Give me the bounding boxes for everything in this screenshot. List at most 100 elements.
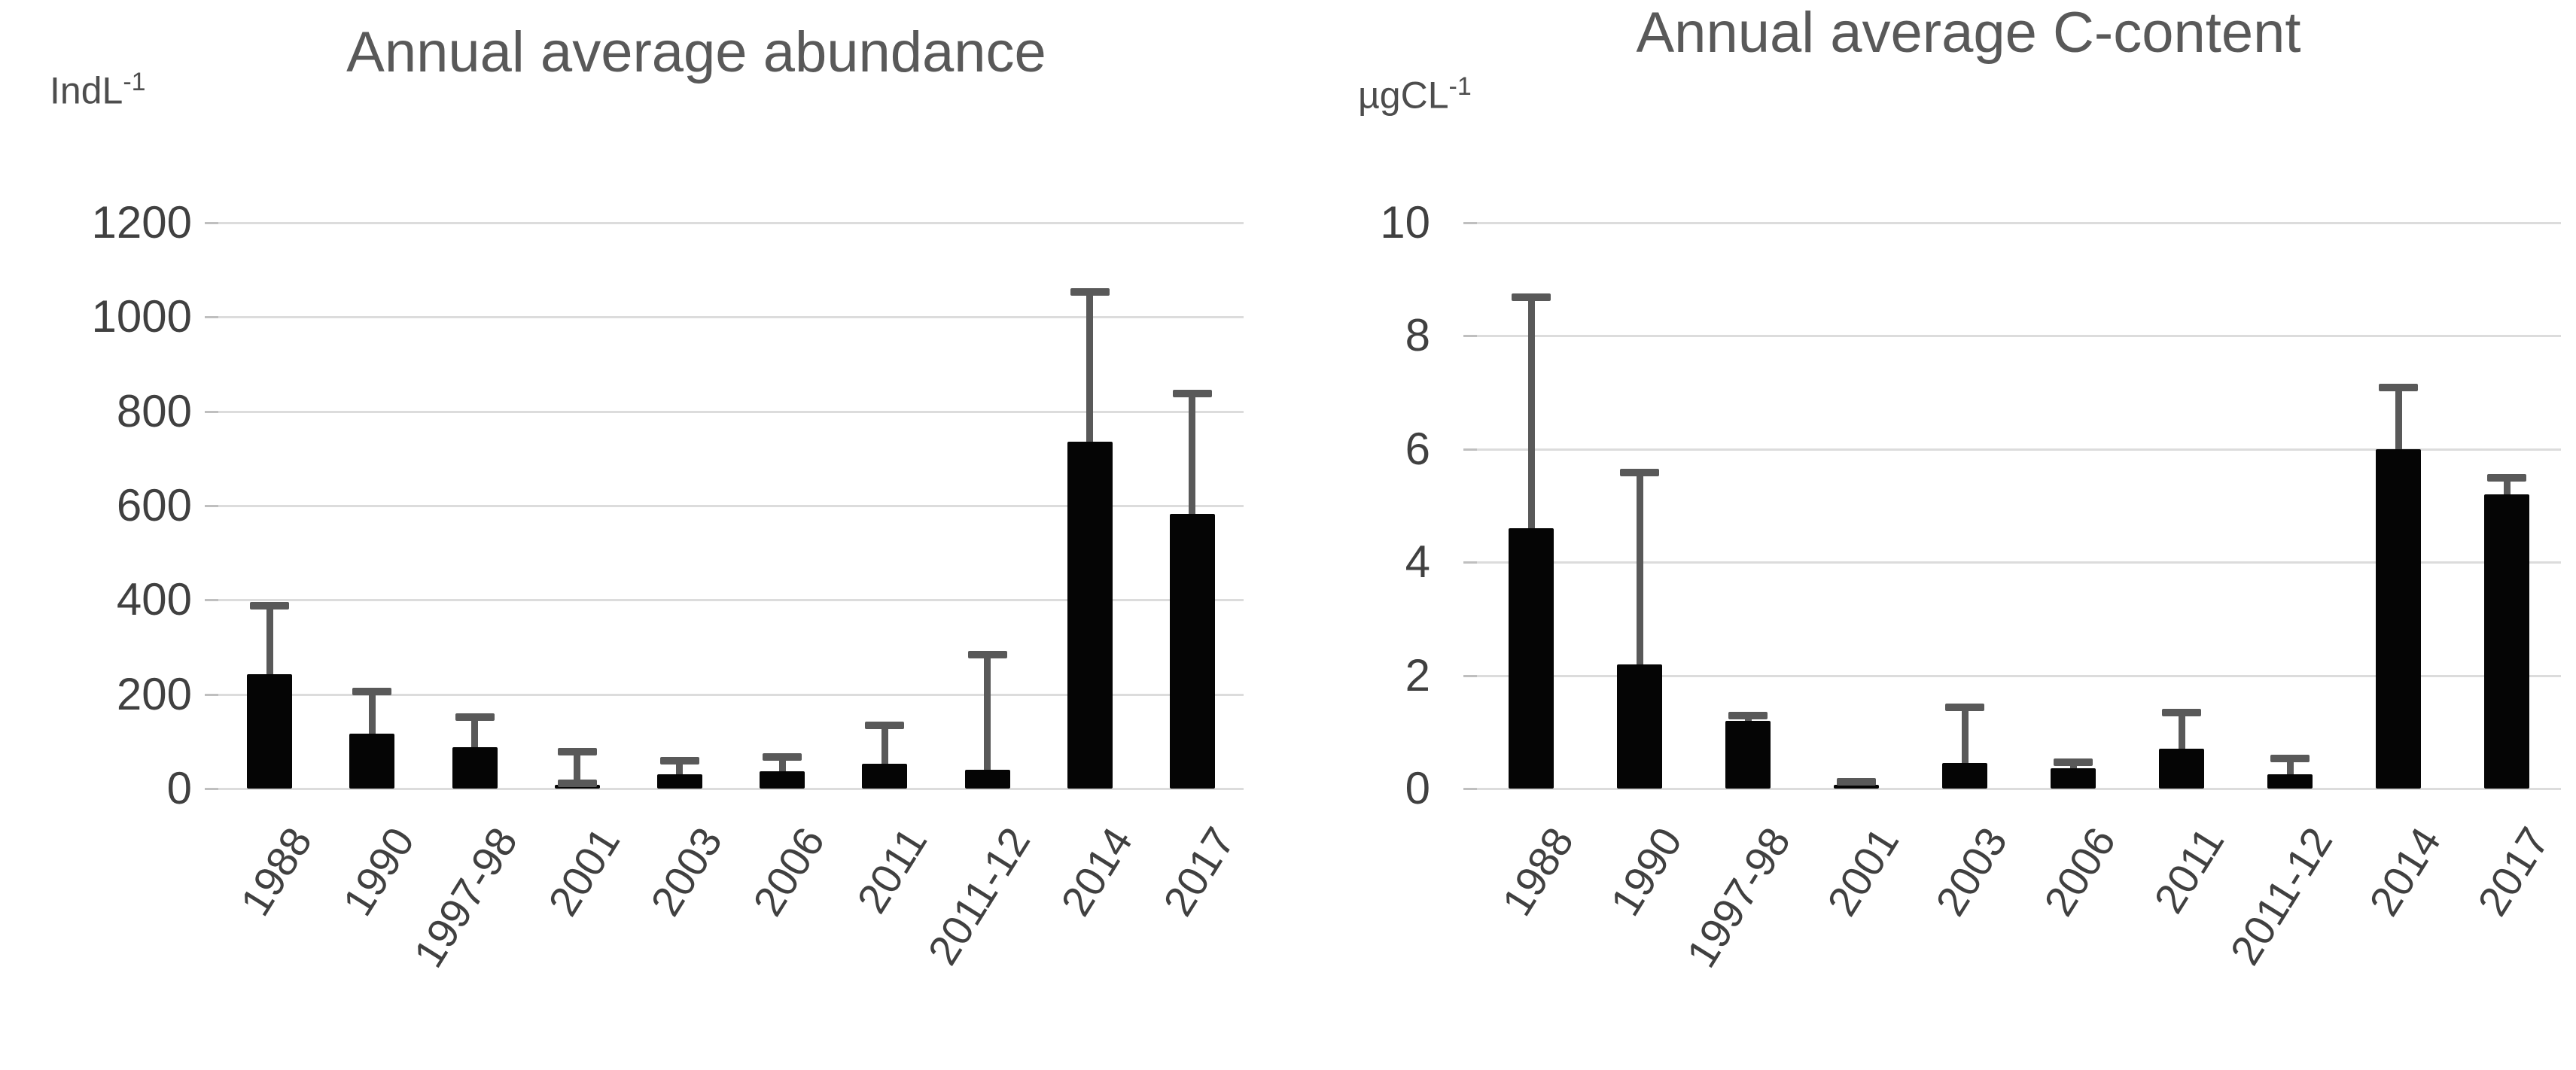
ytick-label-200: 200: [116, 668, 192, 719]
bar-2014: [2376, 448, 2421, 789]
ytick-mark-200: [205, 693, 218, 696]
bar-2011: [2159, 749, 2204, 789]
error-bar-line-2017: [2503, 477, 2511, 494]
bar-2001: [1834, 785, 1879, 789]
bar-2006: [2051, 768, 2096, 789]
error-bar-cap-top-1990: [352, 687, 392, 695]
c-content-chart-title: Annual average C-content: [1636, 1, 2301, 65]
error-bar-cap-top-2003: [1945, 703, 1984, 711]
error-bar-line-2011-12: [2286, 757, 2294, 775]
ytick-label-2: 2: [1405, 649, 1430, 701]
error-bar-cap-top-2017: [2487, 474, 2526, 482]
gridline-y400: [218, 599, 1244, 602]
ytick-mark-8: [1463, 335, 1477, 338]
ytick-mark-6: [1463, 448, 1477, 451]
bar-1997-98: [452, 747, 498, 789]
error-bar-cap-top-2001: [1837, 778, 1876, 786]
error-bar-cap-bottom-2001: [557, 780, 597, 787]
gridline-y4: [1477, 561, 2561, 564]
gridline-y800: [218, 410, 1244, 413]
ytick-mark-4: [1463, 561, 1477, 564]
ytick-label-6: 6: [1405, 423, 1430, 474]
error-bar-cap-top-1988: [250, 601, 290, 609]
error-bar-cap-top-2006: [763, 753, 802, 761]
ytick-mark-0: [205, 788, 218, 790]
error-bar-cap-top-2011-12: [2270, 754, 2310, 762]
error-bar-cap-top-1990: [1620, 468, 1659, 476]
error-bar-cap-top-2011-12: [967, 651, 1007, 659]
error-bar-cap-top-2001: [557, 747, 597, 755]
error-bar-line-2014: [1086, 290, 1094, 442]
error-bar-cap-top-2011: [865, 722, 905, 730]
error-bar-line-2017: [1189, 392, 1196, 515]
error-bar-cap-top-1988: [1512, 293, 1551, 301]
abundance-y-unit-label: IndL-1: [50, 68, 146, 112]
bar-2003: [1942, 763, 1987, 789]
bar-1988: [247, 674, 293, 789]
abundance-chart-title: Annual average abundance: [346, 20, 1046, 84]
error-bar-cap-top-1997-98: [1728, 712, 1768, 720]
ytick-label-8: 8: [1405, 310, 1430, 361]
error-bar-cap-top-2017: [1172, 389, 1212, 397]
error-bar-cap-top-2006: [2054, 758, 2093, 766]
gridline-y600: [218, 505, 1244, 507]
error-bar-line-2011: [2178, 712, 2185, 749]
error-bar-line-2014: [2395, 387, 2402, 449]
error-bar-line-2003: [1961, 706, 1969, 764]
bar-2017: [1169, 514, 1215, 789]
ytick-mark-1200: [205, 222, 218, 224]
ytick-label-1200: 1200: [91, 197, 192, 248]
ytick-mark-0: [1463, 788, 1477, 790]
gridline-y2: [1477, 674, 2561, 677]
ytick-label-600: 600: [116, 480, 192, 530]
error-bar-cap-top-2014: [2379, 384, 2418, 392]
error-bar-line-1990: [1636, 471, 1643, 664]
bar-2011-12: [2267, 774, 2313, 789]
error-bar-line-2011-12: [984, 654, 991, 770]
ytick-label-10: 10: [1380, 197, 1430, 248]
ytick-mark-1000: [205, 316, 218, 319]
bar-1997-98: [1725, 720, 1771, 789]
gridline-y1200: [218, 222, 1244, 224]
ytick-label-800: 800: [116, 385, 192, 436]
gridline-y0: [1477, 788, 2561, 790]
error-bar-line-1988: [266, 604, 273, 675]
bar-2011: [862, 764, 908, 789]
error-bar-line-1997-98: [471, 716, 478, 748]
ytick-label-1000: 1000: [91, 291, 192, 342]
error-bar-cap-top-1997-98: [455, 713, 495, 722]
ytick-label-0: 0: [166, 763, 192, 813]
bar-1990: [349, 733, 395, 789]
error-bar-cap-top-2003: [659, 757, 699, 765]
gridline-y6: [1477, 448, 2561, 451]
ytick-mark-10: [1463, 222, 1477, 224]
gridline-y1000: [218, 316, 1244, 319]
ytick-mark-400: [205, 599, 218, 602]
gridline-y0: [218, 788, 1244, 790]
ytick-mark-600: [205, 505, 218, 507]
bar-2014: [1067, 442, 1113, 789]
error-bar-line-1988: [1527, 296, 1535, 529]
bar-2011-12: [964, 769, 1010, 789]
gridline-y10: [1477, 222, 2561, 224]
error-bar-line-1990: [368, 690, 376, 734]
error-bar-cap-top-2014: [1070, 287, 1110, 296]
ytick-label-4: 4: [1405, 537, 1430, 588]
c-content-y-unit-label: µgCL-1: [1358, 72, 1472, 117]
error-bar-line-2003: [676, 760, 684, 775]
bar-2017: [2484, 494, 2529, 789]
error-bar-line-2001: [574, 750, 581, 784]
error-bar-line-2011: [881, 725, 888, 765]
gridline-y8: [1477, 335, 2561, 338]
ytick-label-400: 400: [116, 574, 192, 625]
bar-1990: [1617, 664, 1662, 789]
bar-2006: [760, 771, 805, 789]
error-bar-cap-top-2011: [2162, 709, 2201, 717]
bar-1988: [1509, 528, 1554, 789]
ytick-mark-2: [1463, 674, 1477, 677]
bar-2003: [656, 774, 702, 789]
ytick-mark-800: [205, 410, 218, 413]
